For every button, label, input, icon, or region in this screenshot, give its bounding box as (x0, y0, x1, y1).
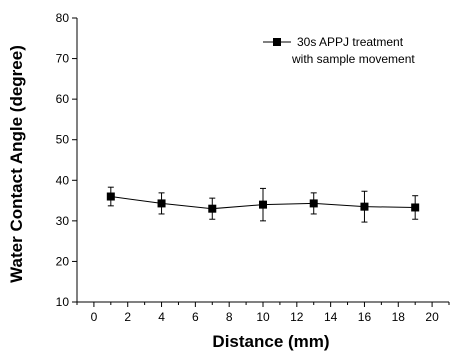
data-point (309, 199, 318, 208)
data-point (360, 202, 369, 211)
y-axis-title: Water Contact Angle (degree) (7, 45, 26, 283)
data-point (208, 204, 217, 213)
x-tick-label: 0 (91, 310, 98, 324)
x-tick-label: 14 (324, 310, 338, 324)
x-tick-label: 6 (192, 310, 199, 324)
y-tick-label: 60 (56, 92, 70, 106)
x-tick-label: 20 (425, 310, 439, 324)
legend-marker (273, 38, 281, 46)
y-tick-label: 70 (56, 52, 70, 66)
data-point (106, 192, 115, 201)
y-tick-label: 20 (56, 254, 70, 268)
legend-label: with sample movement (291, 52, 415, 66)
plot-area (106, 186, 420, 223)
x-tick-label: 8 (226, 310, 233, 324)
x-tick-label: 10 (256, 310, 270, 324)
legend-label: 30s APPJ treatment (297, 35, 404, 49)
x-tick-label: 16 (358, 310, 372, 324)
legend: 30s APPJ treatment with sample movement (263, 35, 415, 66)
y-tick-label: 80 (56, 11, 70, 25)
x-axis-title: Distance (mm) (212, 332, 329, 351)
data-point (411, 203, 420, 212)
y-tick-label: 50 (56, 133, 70, 147)
axes: 10 20 30 40 50 60 70 80 0 2 4 6 8 10 12 14 16 18 20 (56, 11, 450, 324)
x-ticks: 0 2 4 6 8 10 12 14 16 18 20 (76, 302, 450, 324)
x-tick-label: 18 (392, 310, 406, 324)
data-point (157, 199, 166, 208)
y-tick-label: 40 (56, 173, 70, 187)
data-point (259, 200, 267, 209)
y-tick-label: 30 (56, 214, 70, 228)
x-tick-label: 2 (124, 310, 131, 324)
y-tick-label: 10 (56, 295, 70, 309)
x-tick-label: 4 (158, 310, 165, 324)
y-ticks: 10 20 30 40 50 60 70 80 (56, 11, 77, 309)
x-tick-label: 12 (290, 310, 304, 324)
